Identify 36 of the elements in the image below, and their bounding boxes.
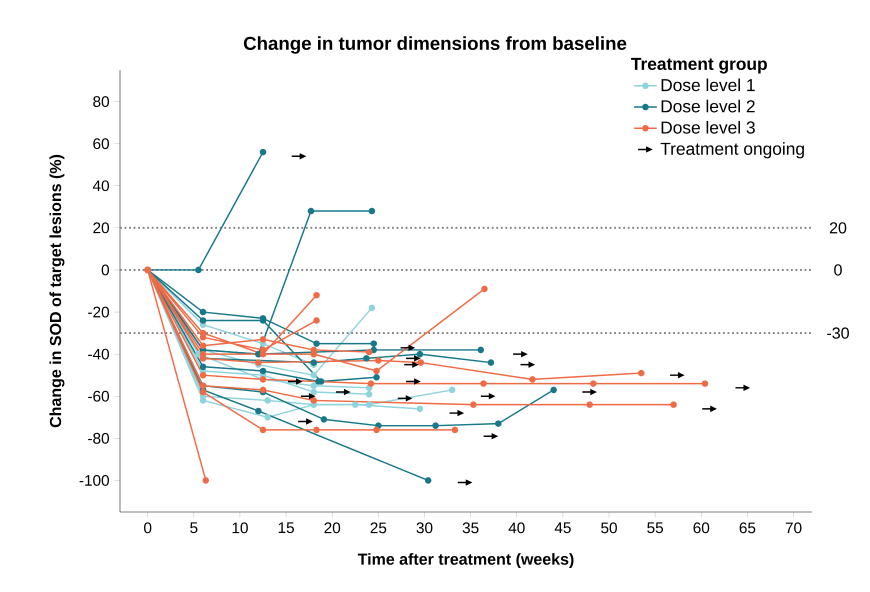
- x-tick-label: 70: [786, 522, 802, 534]
- x-axis-title: Time after treatment (weeks): [358, 553, 574, 568]
- y-axis-title: Change in SOD of target lesions (%): [49, 154, 64, 428]
- y-tick-label: 20: [93, 222, 109, 234]
- x-tick-label: 65: [740, 522, 756, 534]
- y-tick-label: -40: [88, 348, 109, 360]
- y-tick-label: 0: [102, 264, 109, 276]
- x-tick-label: 25: [370, 522, 386, 534]
- y-tick-label: -60: [88, 390, 109, 402]
- x-tick-label: 10: [232, 522, 248, 534]
- chart-title: Change in tumor dimensions from baseline: [244, 36, 626, 54]
- x-tick-label: 55: [647, 522, 664, 534]
- ref-line-label: 20: [830, 222, 846, 234]
- legend-title: Treatment group: [631, 58, 767, 74]
- ref-line-label: 0: [834, 264, 842, 276]
- legend-label: Dose level 2: [662, 100, 755, 112]
- x-tick-label: 5: [190, 522, 198, 534]
- y-tick-label: -80: [88, 432, 109, 444]
- y-tick-label: 80: [93, 96, 109, 107]
- ref-line-label: -30: [827, 327, 849, 339]
- legend-label: Dose level 1: [662, 78, 755, 92]
- legend-label: Treatment ongoing: [660, 142, 804, 158]
- y-tick-label: 40: [92, 180, 109, 192]
- x-tick-label: 60: [694, 522, 710, 534]
- x-tick-label: 45: [554, 522, 571, 534]
- x-tick-label: 50: [601, 522, 617, 534]
- legend-label: Dose level 3: [662, 120, 755, 134]
- x-tick-label: 20: [324, 522, 340, 534]
- x-tick-label: 0: [144, 522, 152, 534]
- x-tick-label: 35: [462, 522, 478, 534]
- y-tick-label: -100: [80, 475, 109, 486]
- x-tick-label: 30: [416, 522, 432, 534]
- x-tick-label: 15: [278, 522, 294, 534]
- x-tick-label: 40: [508, 522, 525, 534]
- y-tick-label: -20: [88, 306, 109, 318]
- y-tick-label: 60: [93, 138, 109, 150]
